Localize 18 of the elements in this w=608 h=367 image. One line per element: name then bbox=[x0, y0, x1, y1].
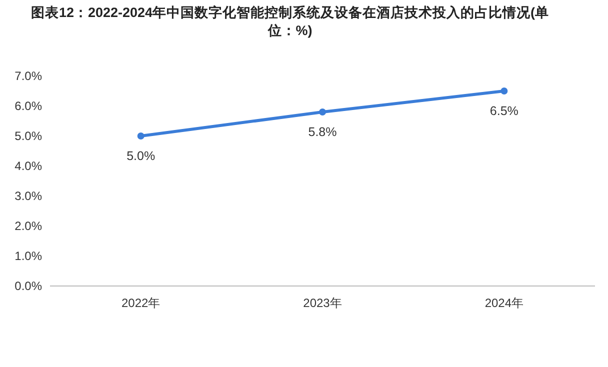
point bbox=[137, 132, 144, 140]
point bbox=[500, 88, 508, 94]
x-tick-label: 2022年 bbox=[121, 296, 160, 310]
title: 图表12：2022-2024年中国数字化智能控制系统及设备在酒店技术投入的占比情况(单位：%) bbox=[30, 4, 550, 40]
y-tick-label: 4.0% bbox=[14, 159, 42, 173]
x-tick-label: 2024年 bbox=[484, 296, 524, 310]
y-tick-label: 5.0% bbox=[14, 129, 42, 143]
point bbox=[319, 108, 326, 116]
y-tick-label: 7.0% bbox=[14, 69, 42, 83]
data-label: 5.8% bbox=[308, 125, 337, 139]
y-tick-label: 0.0% bbox=[14, 279, 42, 293]
y-tick-label: 3.0% bbox=[14, 189, 42, 203]
y-tick-label: 2.0% bbox=[14, 219, 42, 233]
data-label: 5.0% bbox=[126, 149, 156, 163]
y-tick-label: 6.0% bbox=[14, 99, 42, 113]
x-tick-label: 2023年 bbox=[303, 296, 342, 310]
y-tick-label: 1.0% bbox=[14, 249, 42, 263]
data-label: 6.5% bbox=[490, 104, 518, 118]
